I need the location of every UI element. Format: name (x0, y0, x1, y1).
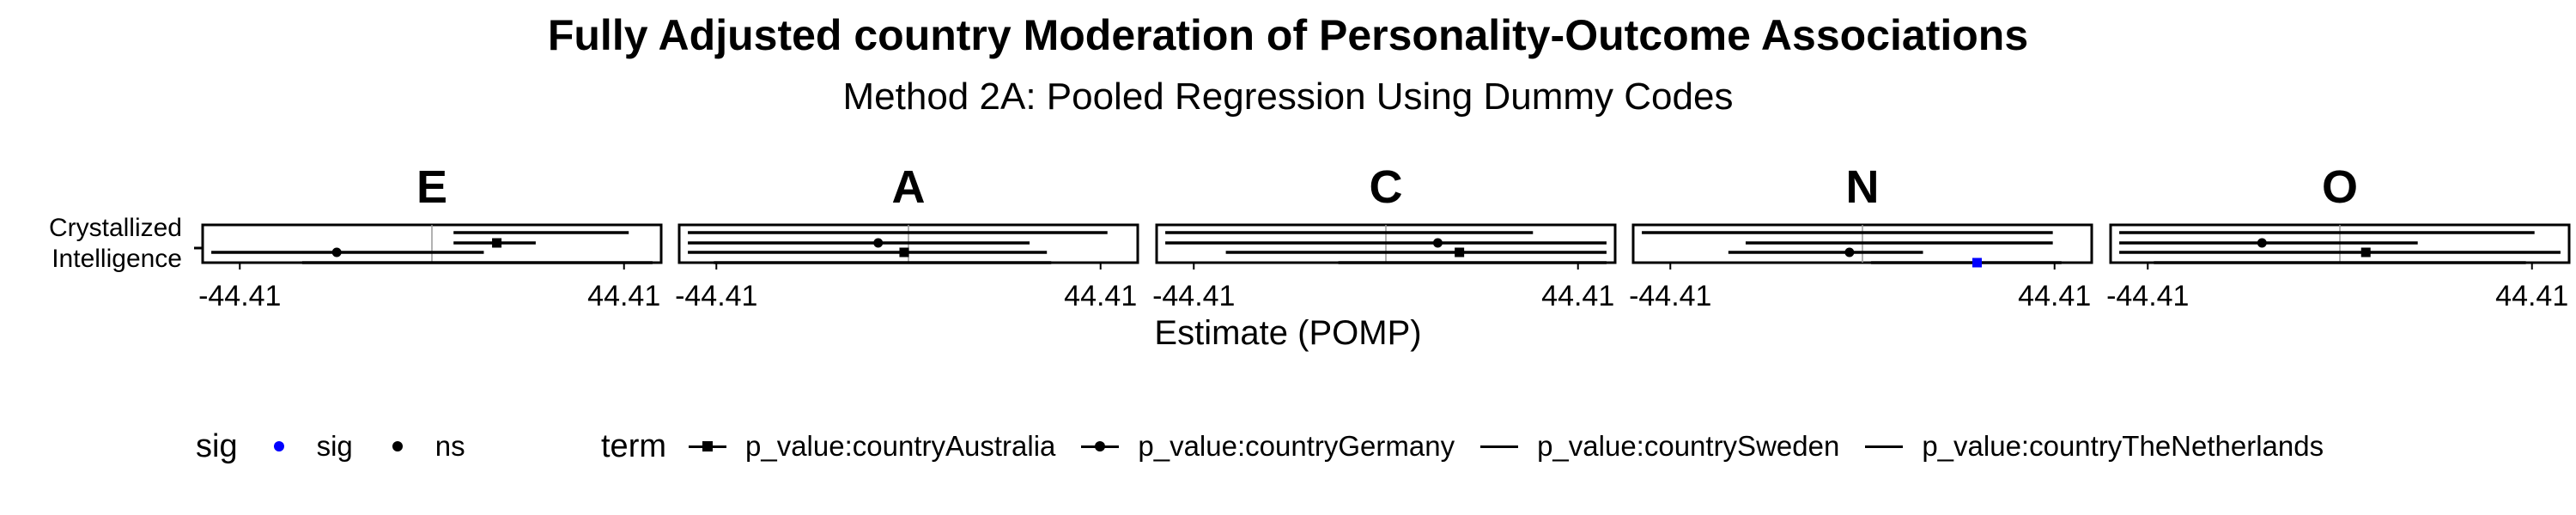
legend-key-sig (260, 433, 298, 459)
x-tick-label: -44.41 (2106, 280, 2189, 312)
panel-label-C: C (1370, 161, 1403, 213)
estimate-point-circle (1432, 238, 1443, 248)
panel-label-O: O (2322, 161, 2358, 213)
estimate-point-circle (1844, 247, 1855, 258)
legend-label-sig: sig (316, 430, 353, 462)
legend-item-germany: p_value:countryGermany (1081, 430, 1455, 463)
estimate-point-square (2360, 247, 2371, 258)
legend-sig-title: sig (196, 427, 238, 464)
legend-label-ns: ns (434, 430, 465, 462)
x-tick-label: 44.41 (1064, 280, 1137, 312)
estimate-point-circle (331, 247, 342, 258)
x-tick-label: 44.41 (1541, 280, 1614, 312)
y-axis-category-label: Crystallized Intelligence (49, 213, 182, 275)
y-label-line-1: Crystallized (48, 214, 182, 242)
legend-key-sweden (1480, 433, 1519, 459)
legend-item-sweden: p_value:countrySweden (1480, 430, 1839, 463)
legend-key-germany (1081, 433, 1120, 459)
estimate-point-square (1455, 247, 1465, 258)
legend-label-netherlands: p_value:countryTheNetherlands (1922, 430, 2324, 462)
legend-item-netherlands: p_value:countryTheNetherlands (1865, 430, 2324, 463)
estimate-point-square (899, 247, 909, 258)
estimate-point-circle (873, 238, 884, 248)
legend-item-sig: sig (260, 430, 353, 463)
chart-subtitle: Method 2A: Pooled Regression Using Dummy… (842, 76, 1734, 118)
x-tick-label: 44.41 (2495, 280, 2568, 312)
x-tick-label: -44.41 (1629, 280, 1711, 312)
legend-sig: sig sig ns (196, 425, 491, 468)
legend-label-australia: p_value:countryAustralia (745, 430, 1056, 462)
y-label-line-2: Intelligence (52, 245, 182, 273)
legend-label-germany: p_value:countryGermany (1138, 430, 1455, 462)
estimate-point-square (492, 238, 502, 248)
panel-label-E: E (416, 161, 447, 213)
x-tick-label: 44.41 (2018, 280, 2091, 312)
legend-term: term p_value:countryAustralia p_value:co… (601, 425, 2349, 468)
x-tick-label: 44.41 (587, 280, 660, 312)
legend-key-ns (379, 433, 416, 459)
x-tick-label: -44.41 (1152, 280, 1235, 312)
estimate-point-circle (2257, 238, 2267, 248)
legend-term-title: term (601, 427, 666, 464)
chart-title: Fully Adjusted country Moderation of Per… (547, 11, 2029, 59)
legend-key-australia (689, 433, 726, 459)
legend-item-australia: p_value:countryAustralia (689, 430, 1055, 463)
x-tick-label: -44.41 (198, 280, 281, 312)
panel-label-N: N (1846, 161, 1880, 213)
legend-label-sweden: p_value:countrySweden (1537, 430, 1840, 462)
panel-label-A: A (892, 161, 926, 213)
x-tick-label: -44.41 (675, 280, 757, 312)
estimate-point-square (1972, 258, 1982, 268)
legend-key-netherlands (1865, 433, 1904, 459)
legend-item-ns: ns (379, 430, 465, 463)
x-axis-title: Estimate (POMP) (1154, 314, 1422, 352)
